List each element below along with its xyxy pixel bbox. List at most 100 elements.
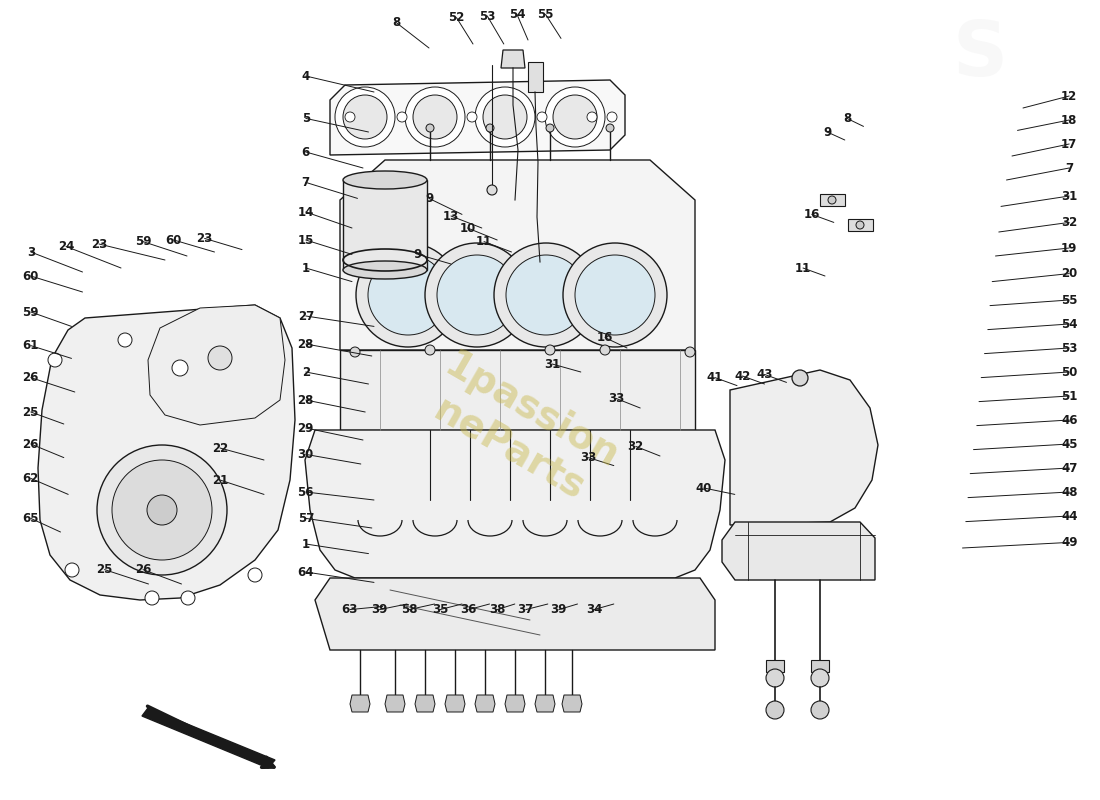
Polygon shape xyxy=(343,180,427,270)
Ellipse shape xyxy=(343,261,427,279)
Circle shape xyxy=(828,196,836,204)
Text: 55: 55 xyxy=(1060,294,1078,306)
Text: 62: 62 xyxy=(23,472,38,485)
Text: 5: 5 xyxy=(301,112,310,125)
Circle shape xyxy=(487,185,497,195)
Text: 21: 21 xyxy=(212,474,228,486)
Text: 65: 65 xyxy=(22,512,40,525)
Polygon shape xyxy=(330,80,625,155)
Text: 59: 59 xyxy=(134,235,152,248)
Text: 24: 24 xyxy=(58,240,74,253)
Text: 23: 23 xyxy=(197,232,212,245)
Circle shape xyxy=(118,333,132,347)
Circle shape xyxy=(563,243,667,347)
Polygon shape xyxy=(505,695,525,712)
Text: 9: 9 xyxy=(425,192,433,205)
Circle shape xyxy=(350,347,360,357)
Text: 35: 35 xyxy=(432,603,448,616)
Text: 59: 59 xyxy=(22,306,40,318)
Text: 54: 54 xyxy=(1060,318,1078,330)
Text: 6: 6 xyxy=(301,146,310,158)
Text: 1: 1 xyxy=(301,538,310,550)
Polygon shape xyxy=(475,695,495,712)
Circle shape xyxy=(208,346,232,370)
Polygon shape xyxy=(730,370,878,525)
Circle shape xyxy=(575,255,654,335)
Text: 26: 26 xyxy=(23,438,38,450)
Circle shape xyxy=(811,701,829,719)
Circle shape xyxy=(544,87,605,147)
Polygon shape xyxy=(811,660,829,672)
Text: 2: 2 xyxy=(301,366,310,378)
Text: 60: 60 xyxy=(166,234,182,246)
Text: 19: 19 xyxy=(1062,242,1077,254)
Text: 51: 51 xyxy=(1062,390,1077,402)
Circle shape xyxy=(426,124,434,132)
Text: 18: 18 xyxy=(1062,114,1077,126)
Circle shape xyxy=(231,333,245,347)
Text: 12: 12 xyxy=(1062,90,1077,102)
Circle shape xyxy=(486,124,494,132)
Polygon shape xyxy=(535,695,556,712)
Circle shape xyxy=(792,370,808,386)
Text: 40: 40 xyxy=(696,482,712,494)
Text: 43: 43 xyxy=(757,368,772,381)
Text: 42: 42 xyxy=(735,370,750,382)
Circle shape xyxy=(483,95,527,139)
Polygon shape xyxy=(385,695,405,712)
Text: 25: 25 xyxy=(97,563,112,576)
Circle shape xyxy=(856,221,864,229)
Text: 22: 22 xyxy=(212,442,228,454)
Text: S: S xyxy=(953,18,1008,92)
Circle shape xyxy=(145,591,160,605)
Text: 1: 1 xyxy=(301,262,310,274)
Circle shape xyxy=(425,243,529,347)
Text: 9: 9 xyxy=(823,126,832,138)
Text: 33: 33 xyxy=(581,451,596,464)
Circle shape xyxy=(494,243,598,347)
Text: 32: 32 xyxy=(628,440,643,453)
Text: 54: 54 xyxy=(508,8,526,21)
Text: 45: 45 xyxy=(1060,438,1078,450)
Circle shape xyxy=(685,347,695,357)
Polygon shape xyxy=(39,305,295,600)
Text: 36: 36 xyxy=(461,603,476,616)
Circle shape xyxy=(65,563,79,577)
Polygon shape xyxy=(340,160,695,350)
Text: 7: 7 xyxy=(1065,162,1074,174)
Circle shape xyxy=(437,255,517,335)
Text: 16: 16 xyxy=(804,208,820,221)
Circle shape xyxy=(475,87,535,147)
Circle shape xyxy=(537,112,547,122)
Text: 52: 52 xyxy=(449,11,464,24)
Text: 33: 33 xyxy=(608,392,624,405)
Text: 48: 48 xyxy=(1060,486,1078,498)
Text: 31: 31 xyxy=(1062,190,1077,202)
Circle shape xyxy=(112,460,212,560)
Text: 17: 17 xyxy=(1062,138,1077,150)
Ellipse shape xyxy=(343,171,427,189)
Circle shape xyxy=(766,669,784,687)
Text: 32: 32 xyxy=(1062,216,1077,229)
Circle shape xyxy=(544,345,556,355)
Circle shape xyxy=(343,95,387,139)
Circle shape xyxy=(412,95,456,139)
Text: 14: 14 xyxy=(298,206,314,218)
Polygon shape xyxy=(820,194,845,206)
Polygon shape xyxy=(415,695,434,712)
Text: 39: 39 xyxy=(551,603,566,616)
Polygon shape xyxy=(848,219,873,231)
Circle shape xyxy=(345,112,355,122)
Circle shape xyxy=(425,345,435,355)
Text: 58: 58 xyxy=(400,603,418,616)
Text: 15: 15 xyxy=(298,234,314,246)
Polygon shape xyxy=(340,350,695,430)
Polygon shape xyxy=(315,578,715,650)
Polygon shape xyxy=(350,695,370,712)
Circle shape xyxy=(263,351,277,365)
Text: 49: 49 xyxy=(1060,536,1078,549)
Text: 64: 64 xyxy=(297,566,315,578)
Circle shape xyxy=(405,87,465,147)
Text: 47: 47 xyxy=(1062,462,1077,474)
Text: 13: 13 xyxy=(443,210,459,222)
